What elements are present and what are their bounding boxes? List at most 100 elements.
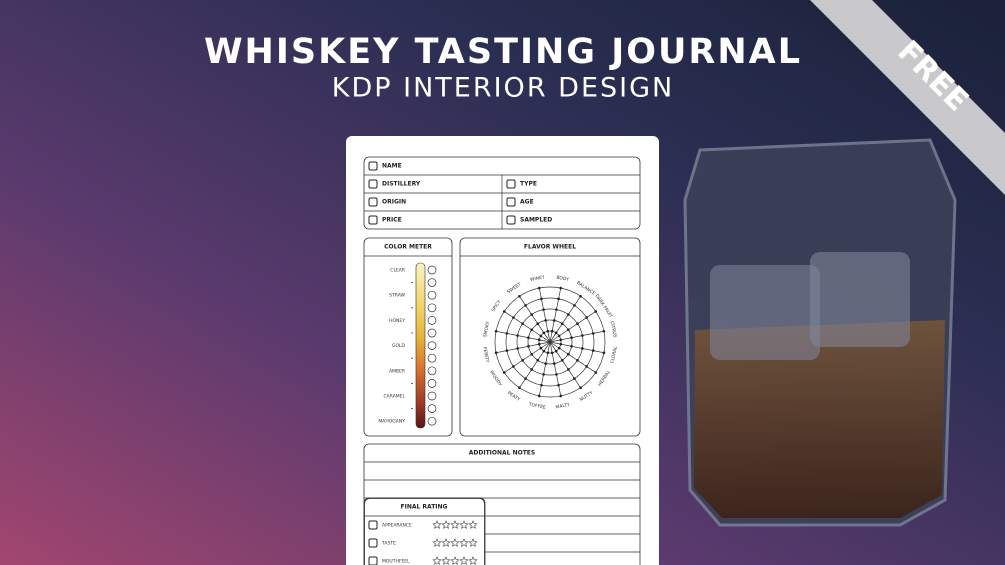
subtitle: KDP INTERIOR DESIGN	[332, 73, 674, 104]
flavor-label: WINEY	[530, 274, 546, 283]
wheel-spoke	[519, 341, 551, 388]
wheel-ring	[505, 297, 595, 387]
wheel-dot	[502, 371, 506, 374]
star	[459, 556, 469, 565]
wheel-spoke	[549, 341, 596, 373]
section-title: ADDITIONAL NOTES	[469, 450, 535, 457]
field-label: DISTILLERY	[382, 181, 421, 188]
color-circle	[427, 328, 437, 338]
wheel-dot	[521, 359, 524, 362]
star	[441, 538, 451, 547]
flavor-label: FLORAL	[610, 345, 619, 363]
wheel-spoke	[538, 287, 551, 343]
wheel-dot	[554, 349, 558, 353]
wheel-dot	[539, 346, 543, 350]
star	[468, 538, 478, 547]
icon	[368, 161, 378, 171]
wheel-dot	[560, 358, 564, 362]
wheel-spoke	[538, 341, 551, 397]
wheel-dot	[542, 373, 545, 376]
wheel-dot	[573, 304, 576, 307]
wheel-dot	[536, 322, 540, 326]
wheel-dot	[530, 368, 533, 371]
star	[432, 538, 442, 547]
wheel-dot	[546, 351, 550, 355]
color-circle	[427, 341, 437, 350]
wheel-dot	[594, 310, 598, 313]
wheel-dot	[530, 328, 534, 332]
wheel-spoke	[549, 330, 605, 343]
color-box	[363, 237, 453, 437]
flavor-label: TOFFEE	[527, 401, 546, 410]
wheel-dot	[516, 347, 519, 350]
icon	[506, 215, 516, 225]
wheel-dot	[540, 297, 543, 301]
icon	[506, 197, 516, 207]
wheel-dot	[557, 297, 560, 301]
wheel-dot	[570, 336, 573, 340]
wheel-spoke	[504, 311, 551, 343]
flavor-label: SMOKY	[482, 321, 491, 338]
wheel-dot	[539, 334, 543, 338]
icon	[368, 179, 378, 189]
wheel-dot	[559, 286, 563, 290]
wheel-dot	[554, 331, 558, 335]
flavor-label: CITRUS	[609, 321, 618, 338]
wheel-dot	[602, 329, 606, 333]
wheel-dot	[557, 383, 560, 387]
wheel-dot	[570, 344, 573, 348]
wheel-dot	[550, 329, 554, 333]
flavor-label: FEINTY	[481, 347, 490, 364]
star	[459, 538, 469, 547]
wheel-box	[459, 237, 641, 437]
field-label: TYPE	[520, 181, 537, 188]
wheel-ring	[516, 308, 584, 376]
color-label: MAHOGANY	[378, 419, 405, 425]
wheel-dot	[559, 342, 563, 346]
star	[468, 520, 478, 529]
wheel-dot	[581, 347, 584, 350]
wheel-dot	[512, 316, 515, 319]
wheel-dot	[518, 386, 521, 390]
field-label: PRICE	[382, 217, 402, 224]
star	[441, 556, 451, 565]
section-title: FINAL RATING	[401, 504, 448, 511]
icon	[368, 215, 378, 225]
wheel-dot	[576, 359, 579, 362]
color-label: GOLD	[392, 343, 406, 349]
color-circle	[427, 303, 437, 313]
star	[432, 520, 442, 529]
wheel-dot	[524, 377, 527, 380]
wheel-dot	[546, 329, 550, 333]
icon	[368, 520, 378, 530]
wheel-dot	[567, 313, 570, 316]
wheel-dot	[576, 322, 579, 325]
color-circle	[427, 416, 437, 426]
flavor-label: BODY	[556, 275, 570, 283]
wheel-dot	[594, 371, 598, 374]
star	[432, 556, 442, 565]
wheel-dot	[544, 319, 548, 322]
wheel-dot	[585, 365, 588, 368]
wheel-dot	[591, 332, 595, 335]
wheel-dot	[559, 338, 563, 342]
wheel-dot	[536, 358, 540, 362]
wheel-dot	[579, 386, 582, 390]
wheel-spoke	[504, 341, 551, 373]
wheel-spoke	[549, 341, 562, 397]
wheel-dot	[540, 383, 543, 387]
icon	[368, 556, 378, 565]
wheel-dot	[559, 394, 563, 398]
color-circle	[427, 391, 437, 401]
wheel-dot	[555, 308, 558, 311]
wheel-spoke	[549, 341, 581, 388]
color-label: CARAMEL	[384, 394, 406, 400]
color-tube	[415, 262, 426, 429]
wheel-dot	[524, 304, 527, 307]
star	[450, 556, 460, 565]
wheel-dot	[581, 334, 584, 337]
wheel-spoke	[549, 311, 596, 343]
wheel-dot	[567, 368, 570, 371]
color-circle	[427, 366, 437, 376]
